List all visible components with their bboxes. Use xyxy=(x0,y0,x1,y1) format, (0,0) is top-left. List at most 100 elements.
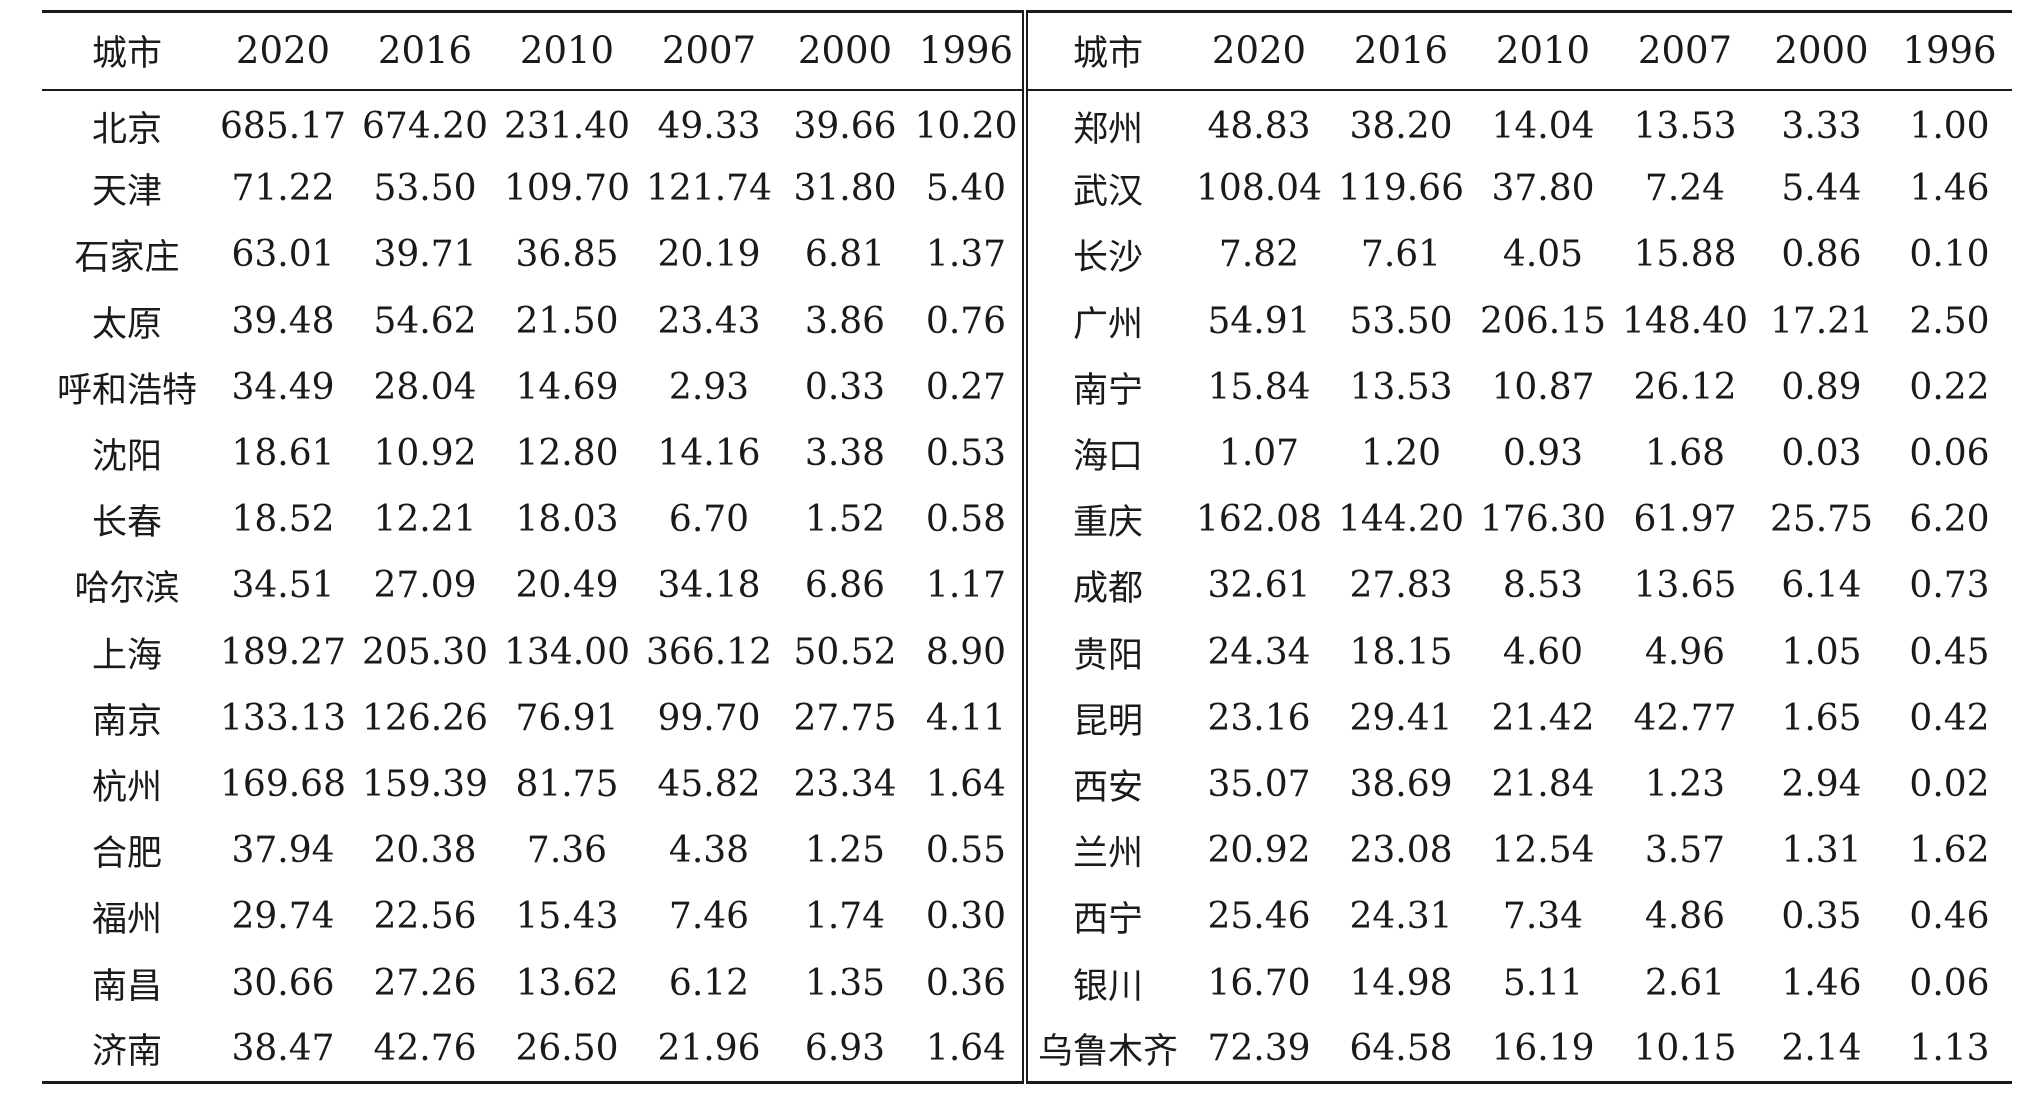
header-year-right: 2016 xyxy=(1330,10,1472,91)
value-cell: 4.60 xyxy=(1502,631,1584,673)
value-cell: 72.39 xyxy=(1188,1016,1330,1084)
value-cell: 366.12 xyxy=(646,631,772,673)
value-cell: 23.34 xyxy=(793,763,897,805)
value-cell: 0.03 xyxy=(1781,433,1862,475)
table-row: 沈阳 18.61 10.92 12.80 14.16 3.38 0.53 海口 1.07 1.20… xyxy=(42,420,2012,487)
value-cell: 13.65 xyxy=(1633,565,1737,607)
value-cell: 6.12 xyxy=(668,962,750,1004)
table-body: 北京 685.17 674.20 231.40 49.33 39.66 10.20 郑州 48.… xyxy=(42,89,2012,1084)
value-cell: 0.93 xyxy=(1502,433,1584,475)
value-cell: 1.62 xyxy=(1909,830,1990,872)
value-cell: 2.93 xyxy=(668,366,750,408)
table-row: 呼和浩特 34.49 28.04 14.69 2.93 0.33 0.27 南宁 15.84 13… xyxy=(42,354,2012,421)
value-cell: 189.27 xyxy=(220,631,346,673)
value-cell: 64.58 xyxy=(1330,1016,1472,1084)
city-name-cell: 沈阳 xyxy=(91,437,162,478)
value-cell: 10.20 xyxy=(910,89,1028,156)
value-cell: 54.62 xyxy=(373,300,477,342)
city-name-cell: 合肥 xyxy=(91,834,162,875)
value-cell: 49.33 xyxy=(657,105,761,147)
city-name-cell: 天津 xyxy=(91,172,162,213)
table-row: 上海 189.27 205.30 134.00 366.12 50.52 8.90 贵阳 24.… xyxy=(42,619,2012,686)
header-year-left: 2007 xyxy=(638,10,780,91)
value-cell: 6.70 xyxy=(668,499,750,541)
value-cell: 36.85 xyxy=(515,234,619,276)
city-name-cell: 哈尔滨 xyxy=(74,569,180,610)
value-cell: 5.44 xyxy=(1781,168,1862,210)
city-name-cell: 重庆 xyxy=(1072,503,1143,544)
value-cell: 0.35 xyxy=(1781,896,1862,938)
value-cell: 1.46 xyxy=(1909,168,1990,210)
value-cell: 2.50 xyxy=(1909,300,1990,342)
value-cell: 0.27 xyxy=(910,354,1028,421)
city-data-table: 城市 2020 2016 2010 2007 2000 1996 城市 2020… xyxy=(42,10,2012,1084)
value-cell: 0.33 xyxy=(804,366,886,408)
value-cell: 18.52 xyxy=(231,499,335,541)
value-cell: 1.65 xyxy=(1781,697,1862,739)
value-cell: 38.47 xyxy=(212,1016,354,1084)
header-year-left: 1996 xyxy=(910,10,1028,91)
value-cell: 20.38 xyxy=(373,830,477,872)
table-row: 北京 685.17 674.20 231.40 49.33 39.66 10.20 郑州 48.… xyxy=(42,89,2012,156)
city-name-cell: 呼和浩特 xyxy=(56,370,197,411)
table-row: 杭州 169.68 159.39 81.75 45.82 23.34 1.64 西安 35.07… xyxy=(42,751,2012,818)
value-cell: 27.09 xyxy=(373,565,477,607)
value-cell: 1.64 xyxy=(910,751,1028,818)
city-name-cell: 杭州 xyxy=(91,767,162,808)
value-cell: 34.51 xyxy=(231,565,335,607)
value-cell: 35.07 xyxy=(1207,763,1311,805)
header-year-left: 2016 xyxy=(354,10,496,91)
value-cell: 21.96 xyxy=(638,1016,780,1084)
value-cell: 21.50 xyxy=(515,300,619,342)
value-cell: 109.70 xyxy=(504,168,630,210)
table-row: 福州 29.74 22.56 15.43 7.46 1.74 0.30 西宁 25.46 24.3… xyxy=(42,883,2012,950)
value-cell: 1.13 xyxy=(1887,1016,2012,1084)
value-cell: 99.70 xyxy=(657,697,761,739)
value-cell: 0.42 xyxy=(1909,697,1990,739)
value-cell: 134.00 xyxy=(504,631,630,673)
value-cell: 10.15 xyxy=(1614,1016,1756,1084)
header-year-left: 2020 xyxy=(212,10,354,91)
city-name-cell: 乌鲁木齐 xyxy=(1025,1016,1188,1084)
value-cell: 176.30 xyxy=(1480,499,1606,541)
value-cell: 3.57 xyxy=(1644,830,1726,872)
header-row: 城市 2020 2016 2010 2007 2000 1996 城市 2020… xyxy=(42,10,2012,91)
value-cell: 1.25 xyxy=(804,830,886,872)
value-cell: 13.53 xyxy=(1633,105,1737,147)
value-cell: 39.48 xyxy=(231,300,335,342)
value-cell: 3.33 xyxy=(1781,105,1862,147)
value-cell: 0.53 xyxy=(910,420,1028,487)
value-cell: 29.41 xyxy=(1349,697,1453,739)
value-cell: 121.74 xyxy=(646,168,772,210)
value-cell: 7.34 xyxy=(1502,896,1584,938)
city-name-cell: 银川 xyxy=(1072,966,1143,1007)
value-cell: 37.80 xyxy=(1491,168,1595,210)
value-cell: 50.52 xyxy=(793,631,897,673)
table-row: 南京 133.13 126.26 76.91 99.70 27.75 4.11 昆明 23.16… xyxy=(42,685,2012,752)
value-cell: 0.30 xyxy=(910,883,1028,950)
value-cell: 24.34 xyxy=(1207,631,1311,673)
value-cell: 76.91 xyxy=(515,697,619,739)
city-name-cell: 广州 xyxy=(1072,304,1143,345)
value-cell: 1.23 xyxy=(1644,763,1726,805)
value-cell: 1.35 xyxy=(804,962,886,1004)
city-name-cell: 北京 xyxy=(91,109,162,150)
value-cell: 7.46 xyxy=(668,896,750,938)
value-cell: 10.87 xyxy=(1491,366,1595,408)
value-cell: 54.91 xyxy=(1207,300,1311,342)
value-cell: 1.17 xyxy=(910,552,1028,619)
table-row: 天津 71.22 53.50 109.70 121.74 31.80 5.40 武汉 108.0… xyxy=(42,155,2012,222)
value-cell: 1.68 xyxy=(1644,433,1726,475)
value-cell: 0.02 xyxy=(1909,763,1990,805)
table-row: 长春 18.52 12.21 18.03 6.70 1.52 0.58 重庆 162.08 144… xyxy=(42,486,2012,553)
value-cell: 6.20 xyxy=(1909,499,1990,541)
value-cell: 108.04 xyxy=(1196,168,1322,210)
city-name-cell: 西宁 xyxy=(1072,900,1143,941)
city-name-cell: 石家庄 xyxy=(74,238,180,279)
value-cell: 7.36 xyxy=(526,830,608,872)
value-cell: 0.06 xyxy=(1909,962,1990,1004)
value-cell: 5.40 xyxy=(910,155,1028,222)
value-cell: 1.00 xyxy=(1909,105,1990,147)
city-name-cell: 成都 xyxy=(1072,569,1143,610)
value-cell: 7.82 xyxy=(1218,234,1300,276)
